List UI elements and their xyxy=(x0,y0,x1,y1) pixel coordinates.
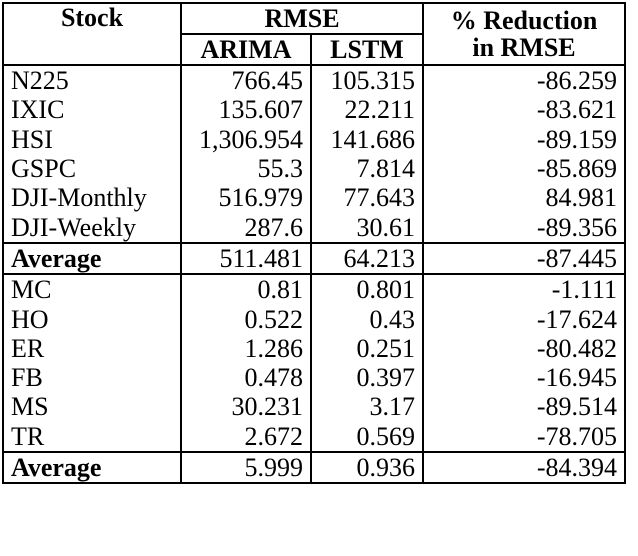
table-row: MC 0.81 0.801 -1.111 xyxy=(2,273,626,305)
cell-stock: FB xyxy=(2,362,182,393)
table-row: FB 0.478 0.397 -16.945 xyxy=(2,362,626,393)
cell-arima: 511.481 xyxy=(180,241,312,276)
cell-arima: 1,306.954 xyxy=(180,124,312,154)
cell-reduction: -85.869 xyxy=(422,153,626,184)
cell-lstm: 3.17 xyxy=(310,392,424,422)
header-reduction: % Reduction in RMSE xyxy=(422,2,626,66)
cell-lstm: 0.251 xyxy=(310,333,424,363)
cell-stock: IXIC xyxy=(2,95,182,125)
cell-stock: Average xyxy=(2,241,182,276)
table-header: Stock RMSE % Reduction in RMSE ARIMA LST… xyxy=(2,2,626,66)
header-row-2: ARIMA LSTM xyxy=(3,33,625,66)
cell-lstm: 105.315 xyxy=(310,63,424,96)
cell-arima: 287.6 xyxy=(180,212,312,244)
cell-reduction: -89.159 xyxy=(422,124,626,154)
cell-lstm: 30.61 xyxy=(310,212,424,244)
table-row: HO 0.522 0.43 -17.624 xyxy=(2,304,626,334)
header-arima: ARIMA xyxy=(180,33,312,66)
table-row: IXIC 135.607 22.211 -83.621 xyxy=(2,95,626,125)
cell-reduction: -89.514 xyxy=(422,392,626,422)
average-row: Average 511.481 64.213 -87.445 xyxy=(2,241,626,276)
cell-arima: 2.672 xyxy=(180,421,312,453)
header-row-1: Stock RMSE % Reduction in RMSE xyxy=(2,2,626,66)
cell-arima: 766.45 xyxy=(180,63,312,96)
cell-arima: 516.979 xyxy=(180,183,312,213)
cell-lstm: 7.814 xyxy=(310,153,424,184)
cell-arima: 55.3 xyxy=(180,153,312,184)
cell-reduction: -16.945 xyxy=(422,362,626,393)
cell-arima: 0.81 xyxy=(180,273,312,305)
cell-stock: TR xyxy=(2,421,182,453)
table-body: N225 766.45 105.315 -86.259 IXIC 135.607… xyxy=(2,63,626,485)
table-row: MS 30.231 3.17 -89.514 xyxy=(2,392,626,422)
cell-reduction: -84.394 xyxy=(422,450,626,485)
cell-reduction: -78.705 xyxy=(422,421,626,453)
table-row: ER 1.286 0.251 -80.482 xyxy=(2,333,626,363)
cell-stock: DJI-Monthly xyxy=(2,183,182,213)
cell-stock: Average xyxy=(2,450,182,485)
cell-reduction: -87.445 xyxy=(422,241,626,276)
cell-lstm: 22.211 xyxy=(310,95,424,125)
cell-arima: 30.231 xyxy=(180,392,312,422)
cell-stock: ER xyxy=(2,333,182,363)
cell-stock: HO xyxy=(2,304,182,334)
table-row: N225 766.45 105.315 -86.259 xyxy=(2,63,626,96)
rmse-comparison-table: Stock RMSE % Reduction in RMSE ARIMA LST… xyxy=(2,2,626,485)
cell-arima: 1.286 xyxy=(180,333,312,363)
header-rmse: RMSE xyxy=(180,2,424,35)
cell-reduction: -1.111 xyxy=(422,273,626,305)
cell-arima: 0.478 xyxy=(180,362,312,393)
cell-reduction: -86.259 xyxy=(422,63,626,96)
cell-lstm: 64.213 xyxy=(310,241,424,276)
header-reduction-line1: % Reduction xyxy=(450,6,598,35)
cell-lstm: 77.643 xyxy=(310,183,424,213)
cell-reduction: 84.981 xyxy=(422,183,626,213)
header-lstm: LSTM xyxy=(310,33,424,66)
average-row: Average 5.999 0.936 -84.394 xyxy=(2,450,626,485)
header-stock: Stock xyxy=(2,2,182,66)
table-row: HSI 1,306.954 141.686 -89.159 xyxy=(2,124,626,154)
cell-stock: MC xyxy=(2,273,182,305)
cell-lstm: 0.569 xyxy=(310,421,424,453)
cell-reduction: -80.482 xyxy=(422,333,626,363)
results-table-container: Stock RMSE % Reduction in RMSE ARIMA LST… xyxy=(2,2,626,485)
cell-stock: DJI-Weekly xyxy=(2,212,182,244)
table-row: DJI-Weekly 287.6 30.61 -89.356 xyxy=(2,212,626,244)
header-reduction-line2: in RMSE xyxy=(472,33,576,62)
cell-lstm: 0.801 xyxy=(310,273,424,305)
cell-stock: GSPC xyxy=(2,153,182,184)
cell-stock: HSI xyxy=(2,124,182,154)
table-row: DJI-Monthly 516.979 77.643 84.981 xyxy=(2,183,626,213)
cell-lstm: 0.936 xyxy=(310,450,424,485)
cell-lstm: 0.43 xyxy=(310,304,424,334)
cell-lstm: 0.397 xyxy=(310,362,424,393)
cell-arima: 135.607 xyxy=(180,95,312,125)
cell-lstm: 141.686 xyxy=(310,124,424,154)
table-row: TR 2.672 0.569 -78.705 xyxy=(2,421,626,453)
cell-reduction: -83.621 xyxy=(422,95,626,125)
cell-stock: N225 xyxy=(2,63,182,96)
cell-arima: 5.999 xyxy=(180,450,312,485)
cell-reduction: -17.624 xyxy=(422,304,626,334)
cell-arima: 0.522 xyxy=(180,304,312,334)
table-row: GSPC 55.3 7.814 -85.869 xyxy=(2,153,626,184)
cell-reduction: -89.356 xyxy=(422,212,626,244)
cell-stock: MS xyxy=(2,392,182,422)
